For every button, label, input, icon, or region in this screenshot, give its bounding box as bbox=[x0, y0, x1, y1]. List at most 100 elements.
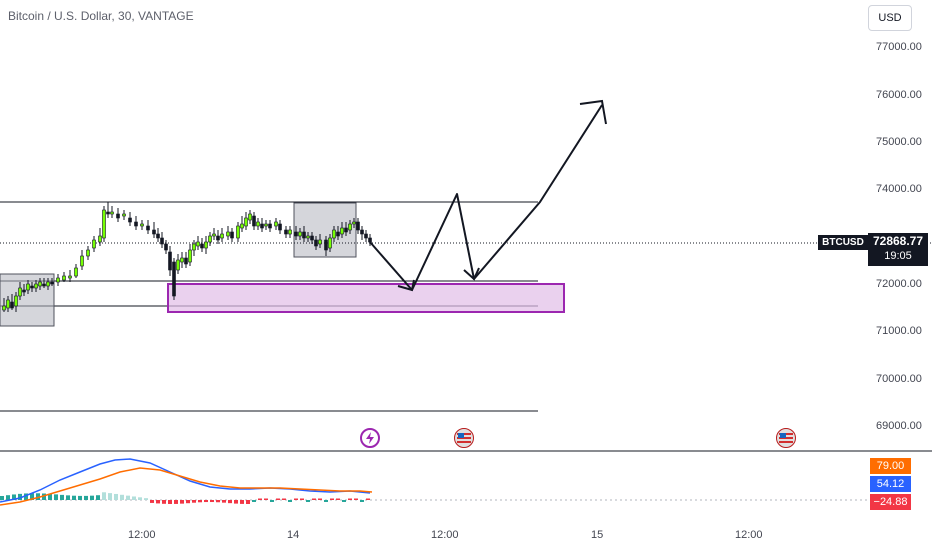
candle-body bbox=[50, 281, 54, 285]
price-tick: 77000.00 bbox=[876, 41, 922, 53]
lightning-event-icon[interactable] bbox=[360, 428, 380, 448]
histogram-bar bbox=[246, 500, 250, 504]
candle-body bbox=[42, 283, 46, 287]
candle-body bbox=[34, 283, 38, 289]
histogram-bar bbox=[348, 498, 352, 500]
histogram-bar bbox=[174, 500, 178, 504]
candle-body bbox=[180, 257, 184, 263]
histogram-bar bbox=[210, 500, 214, 503]
histogram-bar bbox=[150, 500, 154, 503]
candle-body bbox=[310, 235, 314, 241]
candle-body bbox=[256, 221, 260, 227]
candle-body bbox=[248, 213, 252, 221]
histogram-bar bbox=[258, 498, 262, 500]
histogram-bar bbox=[18, 493, 22, 500]
histogram-bar bbox=[216, 500, 220, 503]
histogram-bar bbox=[366, 498, 370, 500]
candle-body bbox=[80, 255, 84, 267]
candle-body bbox=[324, 239, 328, 251]
candle-body bbox=[6, 299, 10, 309]
histogram-bar bbox=[360, 500, 364, 502]
time-tick: 15 bbox=[591, 529, 604, 541]
histogram-bar bbox=[318, 498, 322, 500]
histogram-bar bbox=[96, 495, 100, 500]
candle-body bbox=[284, 229, 288, 235]
time-tick: 14 bbox=[287, 529, 300, 541]
price-tick: 76000.00 bbox=[876, 89, 922, 101]
us-flag-event-icon-2[interactable] bbox=[776, 428, 796, 448]
candle-body bbox=[102, 209, 106, 239]
candle-body bbox=[216, 235, 220, 241]
candle-body bbox=[360, 229, 364, 235]
histogram-bar bbox=[126, 495, 130, 500]
histogram-bar bbox=[60, 494, 64, 500]
arrowhead-final bbox=[579, 99, 607, 125]
histogram-bar bbox=[288, 500, 292, 502]
histogram-bar bbox=[330, 498, 334, 500]
histogram-bar bbox=[108, 493, 112, 500]
price-tick: 70000.00 bbox=[876, 373, 922, 385]
candle-body bbox=[10, 301, 14, 309]
histogram-bar bbox=[102, 492, 106, 500]
candle-body bbox=[314, 239, 318, 247]
price-tick: 71000.00 bbox=[876, 325, 922, 337]
indicator-badge-orange: 79.00 bbox=[870, 458, 911, 474]
candle-body bbox=[184, 257, 188, 265]
candle-body bbox=[268, 223, 272, 229]
histogram-bar bbox=[30, 493, 34, 500]
candle-body bbox=[208, 235, 212, 243]
demand-zone bbox=[167, 283, 565, 313]
currency-button[interactable]: USD bbox=[868, 5, 912, 31]
candle-body bbox=[156, 233, 160, 239]
candle-body bbox=[302, 231, 306, 239]
candle-body bbox=[22, 289, 26, 293]
candle-body bbox=[106, 211, 110, 215]
histogram-bar bbox=[312, 498, 316, 500]
histogram-bar bbox=[282, 498, 286, 500]
candle-body bbox=[364, 233, 368, 239]
candle-body bbox=[26, 283, 30, 291]
histogram-bar bbox=[42, 493, 46, 500]
candle-body bbox=[122, 213, 126, 217]
candle-body bbox=[212, 233, 216, 237]
candle-body bbox=[252, 215, 256, 227]
indicator-badge-blue: 54.12 bbox=[870, 476, 911, 492]
histogram-bar bbox=[204, 500, 208, 503]
candle-body bbox=[356, 221, 360, 231]
candle-body bbox=[348, 223, 352, 231]
signal-line bbox=[0, 467, 373, 506]
time-tick: 12:00 bbox=[735, 529, 763, 541]
candle-body bbox=[140, 223, 144, 227]
candle-body bbox=[18, 287, 22, 297]
candle-body bbox=[278, 223, 282, 231]
us-flag-event-icon[interactable] bbox=[454, 428, 474, 448]
candle-body bbox=[74, 267, 78, 277]
histogram-bar bbox=[48, 493, 52, 500]
candle-body bbox=[240, 223, 244, 229]
candle-body bbox=[98, 235, 102, 243]
candle-body bbox=[298, 231, 302, 237]
histogram-bar bbox=[144, 498, 148, 500]
histogram-bar bbox=[234, 500, 238, 504]
projection-path bbox=[369, 104, 603, 291]
histogram-bar bbox=[6, 495, 10, 500]
candle-body bbox=[336, 231, 340, 237]
candle-body bbox=[244, 217, 248, 227]
candle-body bbox=[14, 295, 18, 307]
histogram-bar bbox=[192, 500, 196, 503]
candle-body bbox=[196, 241, 200, 247]
price-tick: 72000.00 bbox=[876, 278, 922, 290]
candle-body bbox=[110, 211, 114, 215]
histogram-bar bbox=[162, 500, 166, 504]
histogram-bar bbox=[132, 496, 136, 500]
candle-body bbox=[160, 237, 164, 245]
candle-body bbox=[30, 285, 34, 289]
macd-histogram bbox=[0, 492, 370, 504]
histogram-bar bbox=[324, 500, 328, 502]
last-price-value: 72868.77 bbox=[872, 234, 924, 248]
candle-body bbox=[146, 225, 150, 231]
histogram-bar bbox=[138, 497, 142, 500]
time-tick: 12:00 bbox=[128, 529, 156, 541]
bar-countdown: 19:05 bbox=[884, 250, 912, 262]
